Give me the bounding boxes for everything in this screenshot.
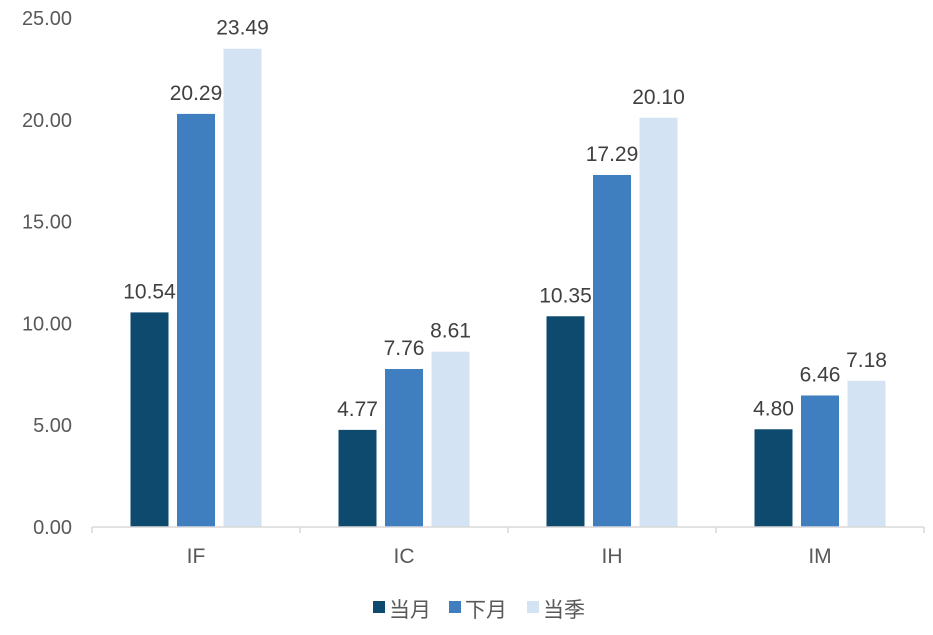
data-label: 20.10 xyxy=(632,86,685,109)
bar-series-group xyxy=(130,48,886,528)
data-label: 23.49 xyxy=(216,17,269,40)
y-tick-label: 20.00 xyxy=(22,110,72,132)
x-axis-labels: IF IC IH IM xyxy=(187,545,832,568)
data-label: 6.46 xyxy=(800,363,841,386)
bar-ih-series-1 xyxy=(593,174,631,528)
y-tick-label: 0.00 xyxy=(33,517,72,539)
x-tick-label: IH xyxy=(602,545,623,568)
bar-ic-series-0 xyxy=(338,429,377,527)
legend-label: 当季 xyxy=(543,599,585,622)
data-labels-group: 10.54 20.29 23.49 4.77 7.768.61 10.35 17.29 20.… xyxy=(123,17,887,421)
y-tick-label: 25.00 xyxy=(22,8,72,30)
data-label: 17.29 xyxy=(586,143,639,166)
bar-ic-series-2 xyxy=(431,351,470,527)
bar-if-series-2 xyxy=(223,48,262,528)
legend-label: 当月 xyxy=(389,599,431,622)
y-tick-label: 10.00 xyxy=(22,313,72,335)
bar-ih-series-2 xyxy=(639,117,678,527)
x-tick-label: IC xyxy=(394,545,415,568)
y-axis-ticks: 0.00 5.00 10.00 15.00 20.00 25.00 xyxy=(22,8,72,539)
legend: 当月 下月 当季 xyxy=(373,599,585,622)
data-label: 20.29 xyxy=(170,82,223,105)
data-label: 7.76 xyxy=(384,337,425,360)
x-tick-label: IF xyxy=(187,545,206,568)
bar-im-series-0 xyxy=(754,429,793,527)
data-label: 10.35 xyxy=(539,284,592,307)
bar-im-series-1 xyxy=(801,395,839,527)
data-label: 7.18 xyxy=(846,349,887,372)
legend-label: 下月 xyxy=(465,599,507,622)
data-label: 4.80 xyxy=(753,397,794,420)
bar-ic-series-1 xyxy=(385,369,423,527)
legend-swatch xyxy=(449,601,461,613)
bar-if-series-1 xyxy=(177,113,215,527)
data-label: 4.77 xyxy=(337,398,378,421)
legend-swatch xyxy=(527,601,539,613)
y-tick-label: 5.00 xyxy=(33,415,72,437)
bar-if-series-0 xyxy=(130,312,169,527)
bar-im-series-2 xyxy=(847,380,886,527)
x-tick-label: IM xyxy=(808,545,831,568)
y-tick-label: 15.00 xyxy=(22,212,72,234)
legend-swatch xyxy=(373,601,385,613)
bar-ih-series-0 xyxy=(546,316,585,527)
data-label: 8.61 xyxy=(430,320,471,343)
data-label: 10.54 xyxy=(123,280,176,303)
x-axis-ticks xyxy=(91,527,925,533)
